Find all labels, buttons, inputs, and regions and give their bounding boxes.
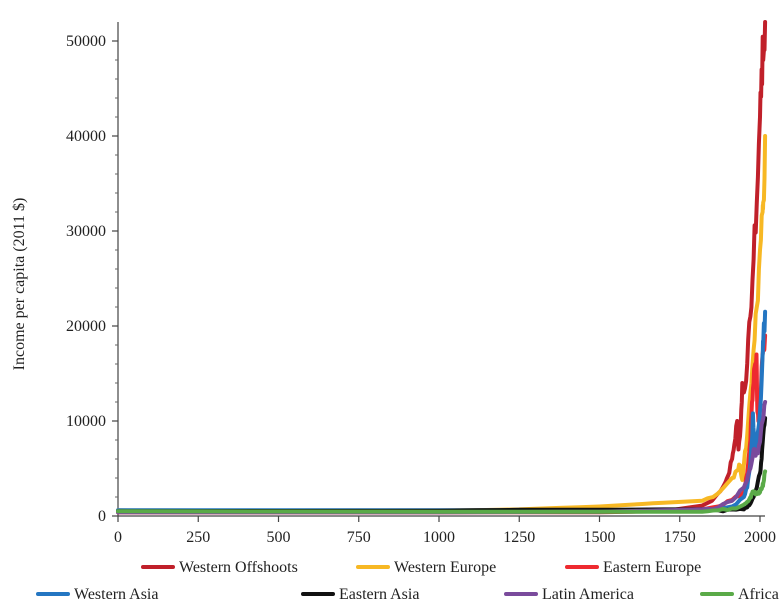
y-tick-label: 30000 bbox=[66, 223, 106, 240]
y-tick-label: 10000 bbox=[66, 413, 106, 430]
x-tick-label: 500 bbox=[267, 529, 291, 546]
axes: 0 10000 20000 30000 40000 50000 0 250 500 750 100… bbox=[66, 22, 776, 546]
legend-label: Western Offshoots bbox=[179, 559, 298, 576]
legend-label: Eastern Asia bbox=[339, 586, 419, 603]
series-line-latin-america bbox=[116, 400, 768, 515]
y-axis-ticks: 0 10000 20000 30000 40000 50000 bbox=[66, 33, 118, 525]
legend-label: Latin America bbox=[542, 586, 634, 603]
legend-label: Western Asia bbox=[74, 586, 158, 603]
y-tick-label: 0 bbox=[98, 508, 106, 525]
x-axis-ticks: 0 250 500 750 1000 1250 1500 1750 2000 bbox=[114, 516, 776, 546]
x-tick-label: 1500 bbox=[584, 529, 616, 546]
legend: Western Offshoots Western Europe Eastern E… bbox=[36, 559, 779, 603]
y-tick-label: 20000 bbox=[66, 318, 106, 335]
series-line-western-offshoots bbox=[116, 20, 768, 515]
x-tick-label: 250 bbox=[186, 529, 210, 546]
legend-label: Western Europe bbox=[394, 559, 496, 576]
series-line-eastern-asia bbox=[116, 416, 768, 514]
series-line-western-europe bbox=[116, 134, 768, 513]
y-tick-label: 40000 bbox=[66, 128, 106, 145]
series-line-eastern-europe bbox=[116, 333, 768, 515]
x-tick-label: 0 bbox=[114, 529, 122, 546]
x-tick-label: 1750 bbox=[664, 529, 696, 546]
x-tick-label: 1250 bbox=[503, 529, 535, 546]
legend-label: Africa bbox=[738, 586, 779, 603]
series-lines bbox=[116, 20, 768, 515]
y-axis-title: Income per capita (2011 $) bbox=[11, 198, 28, 371]
series-line-africa bbox=[116, 469, 768, 514]
x-tick-label: 750 bbox=[347, 529, 371, 546]
series-line-western-asia bbox=[116, 309, 768, 513]
x-tick-label: 1000 bbox=[423, 529, 455, 546]
x-tick-label: 2000 bbox=[744, 529, 776, 546]
legend-label: Eastern Europe bbox=[603, 559, 701, 576]
y-tick-label: 50000 bbox=[66, 33, 106, 50]
